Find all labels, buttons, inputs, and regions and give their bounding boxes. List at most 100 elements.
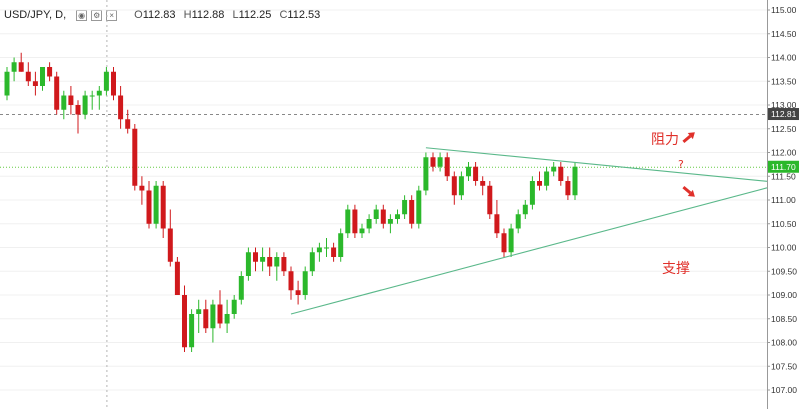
close-badge <box>768 108 799 121</box>
high-value: 112.88 <box>191 9 225 21</box>
candle-body <box>11 62 17 72</box>
candle-body <box>47 67 53 77</box>
candle-body <box>288 271 294 291</box>
candle <box>345 204 351 238</box>
candle <box>238 271 244 305</box>
high-key: H <box>183 9 192 21</box>
candle <box>387 214 393 234</box>
y-tick-label: 109.50 <box>771 266 797 276</box>
candle-body <box>494 214 500 234</box>
candle-body <box>444 157 450 177</box>
candle-body <box>352 209 358 234</box>
candle <box>551 162 557 177</box>
candle <box>288 266 294 300</box>
trendlines <box>290 147 768 315</box>
candle <box>160 181 166 238</box>
candle <box>501 228 507 257</box>
candle-body <box>132 128 138 186</box>
candle-body <box>224 314 230 324</box>
candle-body <box>274 257 280 267</box>
candle-body <box>458 176 464 196</box>
candle-body <box>529 181 535 205</box>
candle-body <box>40 67 45 86</box>
candle <box>32 71 38 96</box>
support-trendline[interactable] <box>290 187 768 315</box>
candle-body <box>146 190 152 224</box>
candle-body <box>182 295 187 348</box>
candle <box>125 109 131 134</box>
candle <box>231 295 237 319</box>
candle <box>18 52 24 72</box>
candle <box>515 209 521 234</box>
candle <box>253 247 258 272</box>
current-badge <box>768 160 799 173</box>
candle <box>25 62 31 86</box>
y-tick-label: 114.50 <box>771 29 797 39</box>
y-tick-label: 107.50 <box>771 361 797 371</box>
candle-body <box>174 261 180 295</box>
y-tick-label: 113.50 <box>771 76 797 86</box>
candle <box>96 86 102 110</box>
candle <box>316 242 322 262</box>
candle-body <box>139 185 145 191</box>
y-tick-label: 107.00 <box>771 385 797 395</box>
candle-body <box>82 95 88 115</box>
candle-body <box>32 81 38 86</box>
candle <box>75 100 81 134</box>
candle-body <box>551 166 557 172</box>
candle <box>118 86 124 129</box>
y-tick-label: 111.00 <box>771 195 796 205</box>
candle-body <box>466 166 471 177</box>
candle-body <box>501 233 507 253</box>
candle <box>338 228 344 262</box>
candle-body <box>338 233 344 257</box>
candle-body <box>118 95 124 120</box>
candle-body <box>295 290 301 295</box>
candle-body <box>565 181 571 196</box>
y-tick-label: 109.00 <box>771 290 797 300</box>
candle <box>359 223 365 238</box>
candle <box>544 166 550 191</box>
candle <box>437 152 443 172</box>
candle <box>281 252 287 276</box>
close-badge-label: 112.81 <box>771 109 797 119</box>
candle-body <box>167 228 173 262</box>
candle-body <box>153 185 159 224</box>
candle <box>47 62 53 82</box>
candle <box>558 162 564 186</box>
candle-body <box>515 214 521 229</box>
candle <box>480 176 486 196</box>
candle <box>537 171 542 191</box>
candle <box>324 238 329 257</box>
candle-body <box>451 176 457 196</box>
price-axis[interactable]: 115.00 114.50 114.00 113.50 113.00 112.50 112.… <box>767 0 800 409</box>
resistance-trendline[interactable] <box>425 147 768 182</box>
y-tick-label: 108.50 <box>771 314 797 324</box>
candle-body <box>395 214 400 219</box>
candle <box>139 176 145 205</box>
candle-body <box>75 105 81 115</box>
candle <box>458 171 464 200</box>
candle <box>402 195 408 219</box>
y-tick-label: 112.00 <box>771 148 797 158</box>
candle <box>373 204 379 224</box>
candle <box>217 290 223 329</box>
resistance-label: 阻力 <box>651 132 679 148</box>
symbol-label[interactable]: USD/JPY, D, <box>4 9 67 21</box>
candle <box>103 67 109 96</box>
candle-body <box>572 166 578 196</box>
candle <box>331 242 337 262</box>
candle-body <box>196 309 202 314</box>
candle-body <box>380 209 386 224</box>
y-tick-label: 110.00 <box>771 243 797 253</box>
candle-body <box>359 228 365 234</box>
candle-body <box>103 71 109 91</box>
candle-body <box>125 119 131 129</box>
y-tick-label: 113.00 <box>771 100 797 110</box>
candle <box>487 181 493 219</box>
y-tick-label: 115.00 <box>771 5 797 15</box>
close-key: C <box>279 9 288 21</box>
y-tick-label: 111.50 <box>771 171 796 181</box>
